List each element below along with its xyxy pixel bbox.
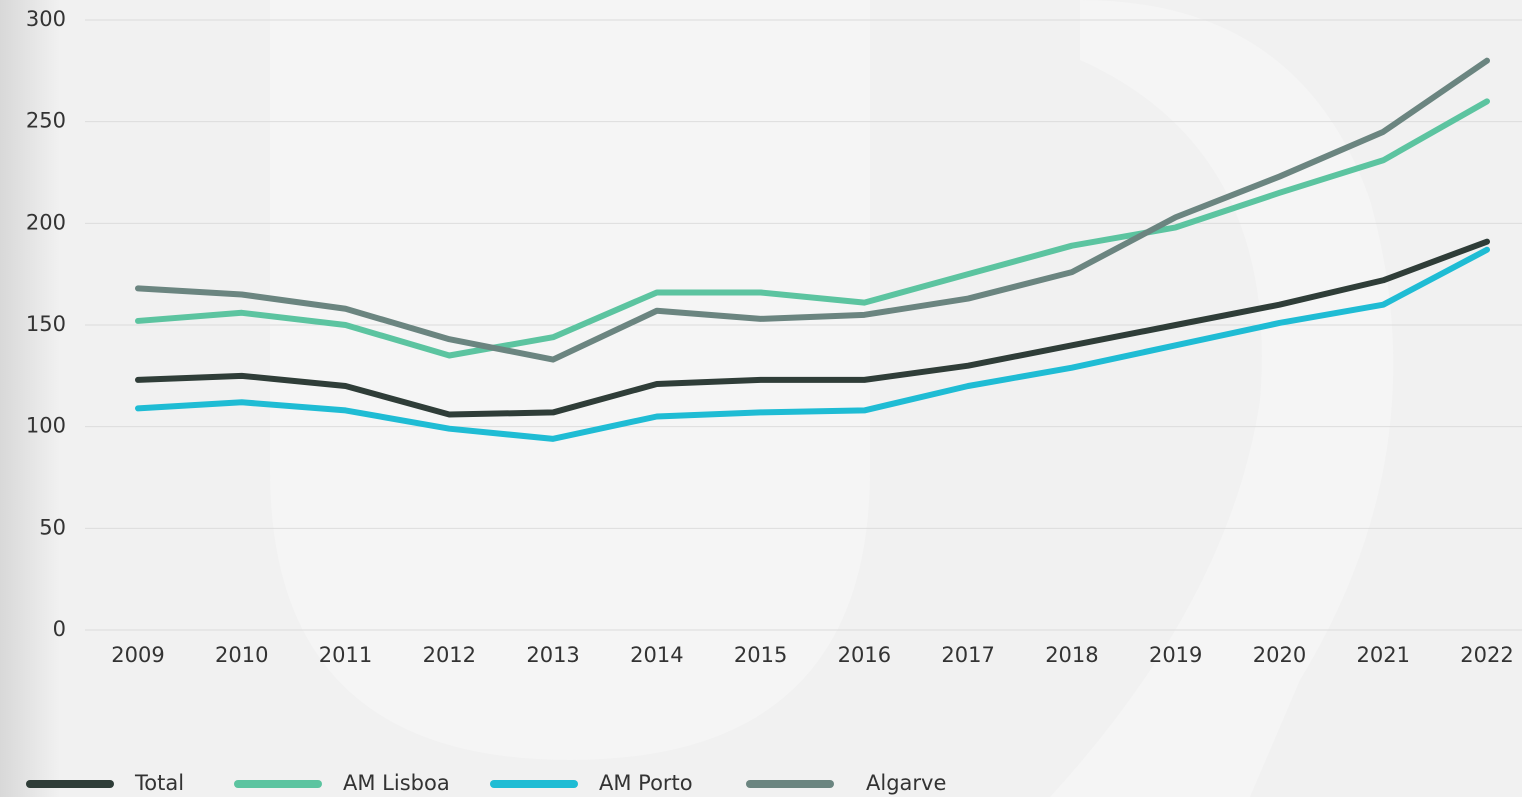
x-tick-label: 2014 — [630, 643, 683, 667]
y-tick-label: 200 — [26, 210, 66, 234]
x-tick-label: 2017 — [941, 643, 994, 667]
x-tick-label: 2018 — [1045, 643, 1098, 667]
x-tick-label: 2021 — [1357, 643, 1410, 667]
y-tick-label: 300 — [26, 7, 66, 31]
x-tick-label: 2012 — [423, 643, 476, 667]
y-tick-label: 50 — [39, 515, 66, 539]
legend-label: Total — [134, 771, 184, 795]
x-tick-label: 2020 — [1253, 643, 1306, 667]
legend-label: Algarve — [866, 771, 946, 795]
x-tick-label: 2010 — [215, 643, 268, 667]
x-tick-label: 2011 — [319, 643, 372, 667]
legend-label: AM Porto — [599, 771, 693, 795]
x-tick-label: 2022 — [1460, 643, 1513, 667]
y-tick-label: 0 — [53, 617, 66, 641]
legend-label: AM Lisboa — [343, 771, 450, 795]
x-tick-label: 2015 — [734, 643, 787, 667]
y-tick-label: 250 — [26, 109, 66, 133]
x-tick-label: 2016 — [838, 643, 891, 667]
watermark — [270, 0, 1393, 797]
x-tick-label: 2019 — [1149, 643, 1202, 667]
x-tick-label: 2009 — [111, 643, 164, 667]
chart: 0 50 100 150 200 250 300 2009 2010 2011 2012 2013 20… — [0, 0, 1522, 797]
y-tick-label: 150 — [26, 312, 66, 336]
y-tick-label: 100 — [26, 414, 66, 438]
x-tick-label: 2013 — [526, 643, 579, 667]
